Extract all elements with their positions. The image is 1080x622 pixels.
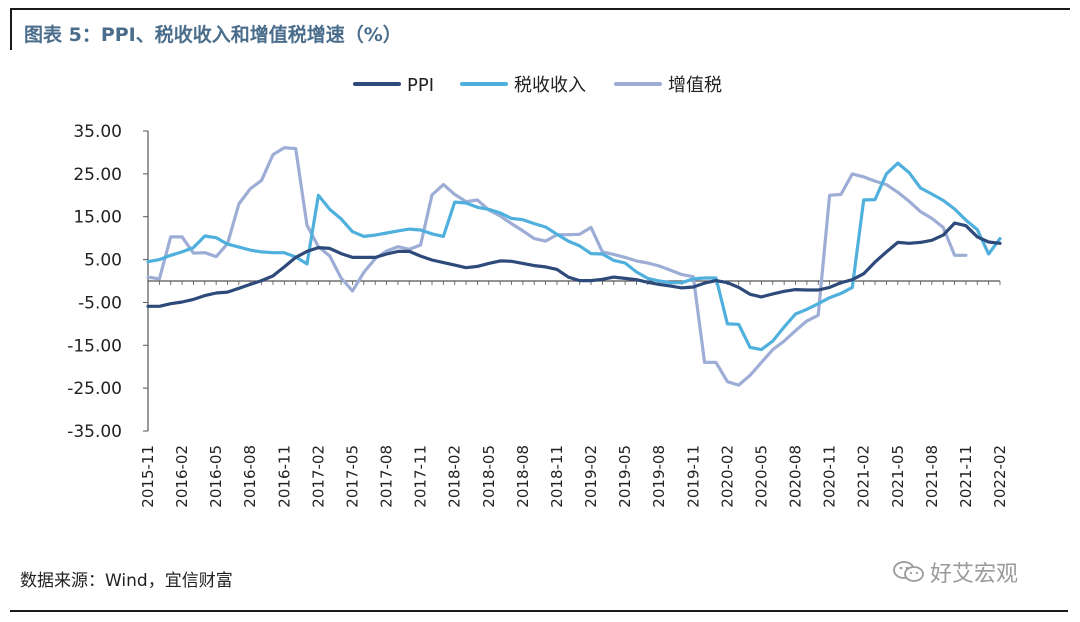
x-tick-label: 2020-02 bbox=[718, 445, 736, 508]
x-tick-label: 2021-11 bbox=[957, 445, 975, 508]
x-axis: 2015-11 2016-02 2016-05 2016-08 2016-11 2017-… bbox=[139, 280, 1009, 508]
x-tick-label: 2019-02 bbox=[582, 445, 600, 508]
chart-legend: PPI 税收收入 增值税 bbox=[353, 75, 722, 96]
y-tick-label: 5.00 bbox=[84, 251, 122, 271]
series-lines bbox=[146, 146, 1002, 387]
x-tick-label: 2019-05 bbox=[616, 445, 634, 508]
chart-title: 图表 5：PPI、税收收入和增值税增速（%） bbox=[24, 24, 402, 46]
y-tick-label: 25.00 bbox=[73, 165, 122, 185]
x-tick-label: 2017-08 bbox=[378, 445, 396, 508]
x-tick-label: 2017-02 bbox=[309, 445, 327, 508]
watermark: 好艾宏观 bbox=[892, 556, 1018, 588]
x-tick-label: 2020-05 bbox=[752, 445, 770, 508]
y-tick-label: -25.00 bbox=[67, 379, 122, 399]
x-tick-label: 2021-08 bbox=[923, 445, 941, 508]
legend-label: 税收收入 bbox=[514, 75, 586, 96]
x-tick-label: 2015-11 bbox=[139, 445, 157, 508]
x-tick-label: 2018-05 bbox=[480, 445, 498, 508]
legend-label: PPI bbox=[407, 75, 434, 96]
y-tick-label: 35.00 bbox=[73, 122, 122, 142]
x-tick-label: 2016-11 bbox=[275, 445, 293, 508]
x-tick-label: 2017-05 bbox=[343, 445, 361, 508]
x-tick-label: 2020-08 bbox=[787, 445, 805, 508]
x-tick-label: 2018-11 bbox=[548, 445, 566, 508]
x-tick-label: 2017-11 bbox=[412, 445, 430, 508]
series-line-tax-revenue bbox=[146, 161, 1002, 352]
x-tick-label: 2019-11 bbox=[684, 445, 702, 508]
x-tick-label: 2022-02 bbox=[991, 445, 1009, 508]
x-tick-label: 2016-02 bbox=[173, 445, 191, 508]
x-tick-label: 2018-02 bbox=[446, 445, 464, 508]
series-line-vat bbox=[146, 146, 968, 387]
series-line-ppi bbox=[146, 221, 1002, 308]
x-tick-label: 2021-02 bbox=[855, 445, 873, 508]
x-tick-label: 2018-08 bbox=[514, 445, 532, 508]
y-axis: 35.00 25.00 15.00 5.00 -5.00 -15.00 -25.00 -35.… bbox=[67, 122, 149, 442]
y-tick-label: -15.00 bbox=[67, 336, 122, 356]
y-tick-label: -35.00 bbox=[67, 422, 122, 442]
title-bar: 图表 5：PPI、税收收入和增值税增速（%） bbox=[10, 8, 1070, 50]
wechat-icon bbox=[892, 560, 926, 584]
x-tick-label: 2016-08 bbox=[241, 445, 259, 508]
y-tick-label: -5.00 bbox=[78, 293, 122, 313]
footer-divider bbox=[10, 610, 1068, 612]
x-tick-label: 2019-08 bbox=[650, 445, 668, 508]
x-tick-label: 2021-05 bbox=[889, 445, 907, 508]
x-tick-label: 2020-11 bbox=[821, 445, 839, 508]
x-tick-label: 2016-05 bbox=[207, 445, 225, 508]
watermark-text: 好艾宏观 bbox=[930, 562, 1019, 587]
y-tick-label: 15.00 bbox=[73, 208, 122, 228]
legend-label: 增值税 bbox=[668, 75, 722, 96]
source-note: 数据来源：Wind，宜信财富 bbox=[20, 571, 233, 591]
